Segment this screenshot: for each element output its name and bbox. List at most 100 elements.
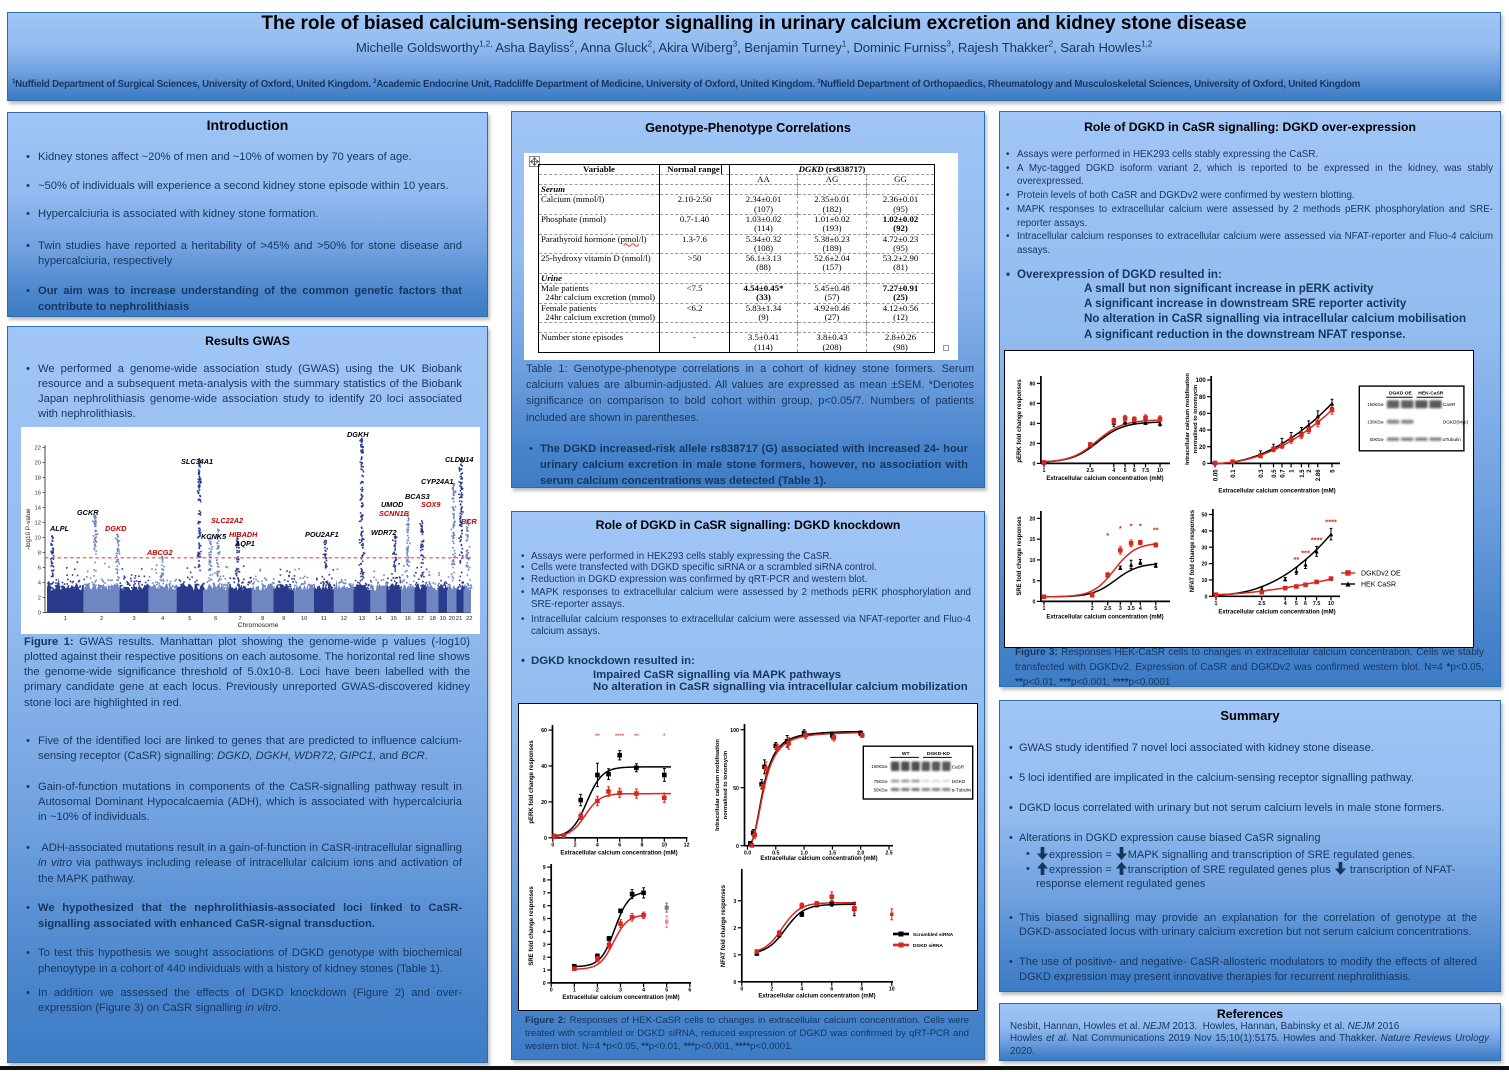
svg-text:2: 2: [573, 842, 576, 848]
svg-text:Extracellular calcium concentr: Extracellular calcium concentration (mM): [760, 856, 877, 862]
svg-text:0.1: 0.1: [1231, 468, 1237, 477]
svg-text:50KDa-: 50KDa-: [1370, 437, 1385, 442]
svg-text:1: 1: [733, 952, 736, 958]
svg-text:0: 0: [544, 835, 547, 841]
svg-text:0: 0: [733, 979, 736, 985]
svg-text:2.5: 2.5: [1087, 468, 1094, 474]
svg-text:***: ***: [1301, 548, 1310, 557]
svg-text:**: **: [595, 734, 600, 740]
svg-text:αTubulin: αTubulin: [1443, 437, 1461, 442]
svg-text:**: **: [1293, 554, 1299, 563]
svg-text:6: 6: [214, 616, 217, 622]
svg-text:7.5: 7.5: [1142, 468, 1149, 474]
svg-text:NFAT fold change responses: NFAT fold change responses: [721, 884, 727, 967]
svg-text:8: 8: [38, 550, 41, 556]
svg-text:2: 2: [733, 925, 736, 931]
svg-text:0.7: 0.7: [1280, 468, 1286, 477]
svg-text:30: 30: [1201, 545, 1207, 551]
svg-text:*: *: [1130, 521, 1133, 530]
svg-text:20: 20: [1201, 561, 1207, 567]
svg-text:8: 8: [640, 842, 643, 848]
svg-text:1: 1: [542, 968, 545, 974]
svg-text:18: 18: [35, 475, 41, 481]
svg-text:15: 15: [1029, 537, 1035, 543]
svg-text:3: 3: [132, 616, 135, 622]
svg-text:Extracellular calcium concentr: Extracellular calcium concentration (mM): [1046, 614, 1163, 620]
svg-text:α-Tubulin: α-Tubulin: [951, 787, 971, 792]
svg-text:17: 17: [417, 616, 423, 622]
svg-text:4: 4: [1139, 606, 1142, 612]
svg-text:1: 1: [1043, 606, 1046, 612]
svg-text:14: 14: [375, 616, 382, 622]
svg-text:0: 0: [549, 987, 552, 993]
svg-text:16: 16: [35, 490, 41, 496]
svg-text:4: 4: [38, 580, 42, 586]
svg-text:0: 0: [551, 842, 554, 848]
svg-text:DGKD(Myc): DGKD(Myc): [1443, 419, 1469, 424]
svg-text:UMOD: UMOD: [381, 500, 404, 509]
svg-text:SOX9: SOX9: [421, 500, 441, 509]
svg-text:20: 20: [1199, 444, 1206, 450]
svg-text:12: 12: [340, 616, 346, 622]
svg-text:60: 60: [1029, 401, 1035, 407]
svg-text:DGKH: DGKH: [347, 430, 369, 439]
svg-text:100: 100: [730, 727, 739, 733]
svg-text:40: 40: [1199, 428, 1206, 434]
svg-text:60: 60: [541, 728, 547, 734]
svg-text:0: 0: [736, 843, 739, 849]
svg-text:****: ****: [1311, 535, 1323, 544]
svg-text:3: 3: [1119, 606, 1122, 612]
svg-text:Chromosome: Chromosome: [238, 622, 279, 629]
svg-text:0: 0: [542, 981, 545, 987]
svg-text:6: 6: [830, 986, 833, 992]
svg-text:4: 4: [800, 986, 803, 992]
svg-text:1.0: 1.0: [800, 850, 807, 856]
svg-text:Extracellular calcium concentr: Extracellular calcium concentration (mM): [562, 995, 679, 1001]
svg-text:7: 7: [542, 890, 545, 896]
svg-text:2: 2: [542, 955, 545, 961]
svg-text:8: 8: [261, 616, 264, 622]
svg-text:SCNN1B: SCNN1B: [379, 509, 409, 518]
svg-text:SRE fold change responses: SRE fold change responses: [1017, 515, 1023, 595]
svg-text:100KDa-: 100KDa-: [871, 764, 889, 769]
svg-text:5: 5: [542, 916, 545, 922]
svg-text:****: ****: [615, 734, 625, 740]
svg-text:DGKD OE: DGKD OE: [1389, 390, 1413, 396]
svg-text:6: 6: [542, 903, 545, 909]
svg-text:7: 7: [238, 616, 241, 622]
svg-text:HIBADH: HIBADH: [229, 530, 258, 539]
svg-text:7.5: 7.5: [1313, 601, 1320, 607]
svg-text:POU2AF1: POU2AF1: [305, 530, 339, 539]
svg-text:6: 6: [1304, 601, 1307, 607]
svg-text:1: 1: [1043, 468, 1046, 474]
svg-text:5: 5: [1295, 601, 1298, 607]
svg-text:19: 19: [440, 616, 446, 622]
svg-text:WT: WT: [901, 750, 909, 756]
svg-text:0.3: 0.3: [1259, 468, 1265, 477]
svg-text:10: 10: [301, 616, 307, 622]
svg-text:0.05: 0.05: [1213, 468, 1219, 480]
svg-text:16: 16: [405, 616, 411, 622]
svg-text:6: 6: [1133, 468, 1136, 474]
svg-text:100: 100: [1196, 378, 1207, 384]
svg-text:CLDN14: CLDN14: [445, 455, 473, 464]
svg-text:SLC22A2: SLC22A2: [211, 516, 243, 525]
svg-text:BCAS3: BCAS3: [405, 492, 430, 501]
svg-text:Extracellular calcium concentr: Extracellular calcium concentration (mM): [560, 850, 677, 856]
svg-text:6: 6: [618, 842, 621, 848]
svg-text:normalised to ionomycin: normalised to ionomycin: [723, 750, 729, 819]
svg-text:Extracellular calcium concentr: Extracellular calcium concentration (mM): [1218, 488, 1335, 494]
svg-text:5: 5: [1032, 578, 1035, 584]
svg-text:8: 8: [860, 986, 863, 992]
svg-text:10: 10: [1157, 468, 1163, 474]
svg-text:40: 40: [1029, 421, 1035, 427]
svg-text:3: 3: [733, 898, 736, 904]
svg-text:CaSR: CaSR: [1443, 402, 1456, 407]
svg-text:10: 10: [1328, 601, 1334, 607]
svg-text:50KDa-: 50KDa-: [873, 787, 888, 792]
svg-text:ALPL: ALPL: [49, 524, 70, 533]
svg-text:normalised to ionomycin: normalised to ionomycin: [1193, 384, 1199, 453]
svg-text:HEK-CaSR: HEK-CaSR: [1418, 390, 1443, 396]
svg-text:6: 6: [38, 565, 41, 571]
svg-text:1.5: 1.5: [828, 850, 835, 856]
